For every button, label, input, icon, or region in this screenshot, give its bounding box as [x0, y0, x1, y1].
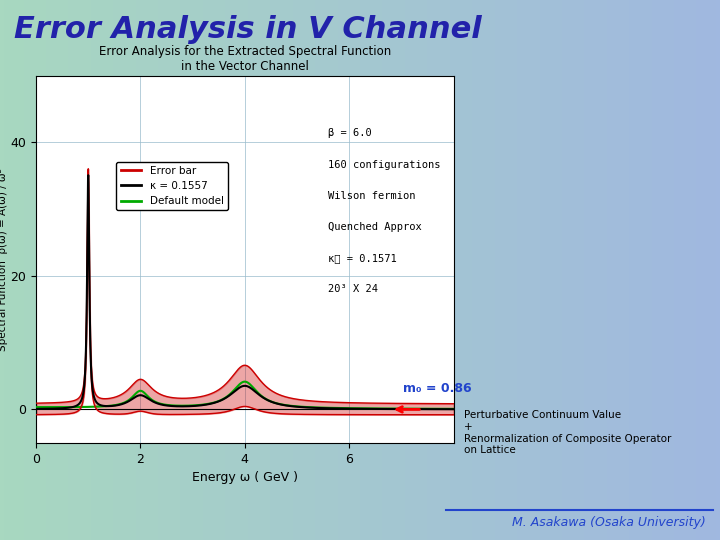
Text: M. Asakawa (Osaka University): M. Asakawa (Osaka University) — [512, 516, 706, 529]
Text: 20³ X 24: 20³ X 24 — [328, 284, 378, 294]
Text: κ⁣ = 0.1571: κ⁣ = 0.1571 — [328, 253, 397, 263]
Text: Wilson fermion: Wilson fermion — [328, 191, 416, 201]
Text: Perturbative Continuum Value
+
Renormalization of Composite Operator
on Lattice: Perturbative Continuum Value + Renormali… — [464, 410, 672, 455]
Text: β = 6.0: β = 6.0 — [328, 127, 372, 138]
Legend: Error bar, κ = 0.1557, Default model: Error bar, κ = 0.1557, Default model — [117, 161, 228, 211]
Text: 160 configurations: 160 configurations — [328, 160, 441, 171]
Y-axis label: Spectral Function  ρ(ω) = A(ω) / ω²: Spectral Function ρ(ω) = A(ω) / ω² — [0, 168, 8, 350]
Text: Quenched Approx: Quenched Approx — [328, 222, 422, 232]
Title: Error Analysis for the Extracted Spectral Function
in the Vector Channel: Error Analysis for the Extracted Spectra… — [99, 45, 391, 73]
Text: Error Analysis in V Channel: Error Analysis in V Channel — [14, 15, 482, 44]
Text: m₀ = 0.86: m₀ = 0.86 — [403, 381, 472, 395]
X-axis label: Energy ω ( GeV ): Energy ω ( GeV ) — [192, 471, 298, 484]
